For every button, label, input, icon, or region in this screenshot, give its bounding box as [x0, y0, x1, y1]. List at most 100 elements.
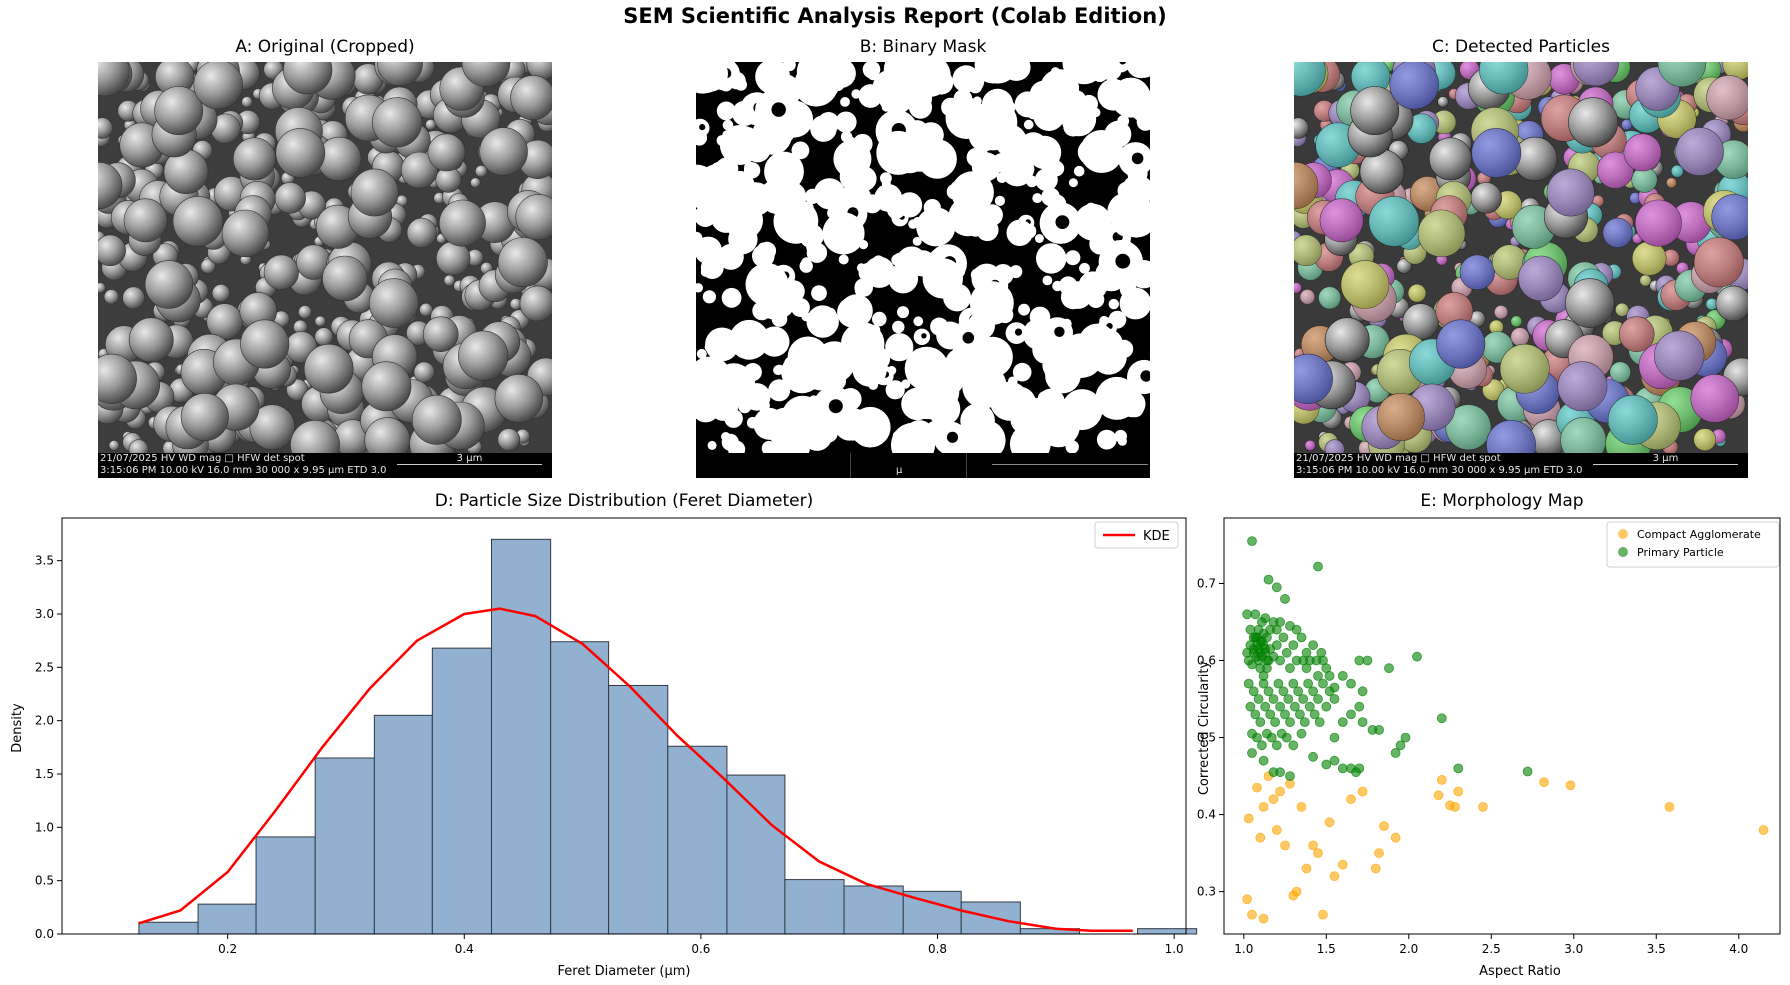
mask-particle [969, 281, 1014, 326]
primary-point [1412, 651, 1422, 662]
mask-particle [1110, 77, 1150, 118]
particle-overlay [1460, 255, 1495, 290]
primary-point [1265, 709, 1276, 720]
particle-base [1396, 258, 1412, 274]
scale-bar-c: 3 µm [1593, 454, 1738, 465]
particle-overlay [1694, 237, 1744, 287]
compact-point [1436, 774, 1447, 785]
particle-overlay [1320, 198, 1364, 242]
particle [436, 241, 471, 276]
mask-particle [1119, 287, 1150, 320]
mask-hole [1119, 62, 1126, 65]
mask-particle [729, 319, 770, 360]
mask-particle [1001, 153, 1034, 187]
particle-overlay [1294, 354, 1333, 404]
primary-legend-marker [1618, 547, 1628, 557]
particle [211, 284, 231, 303]
mask-particle [863, 256, 895, 288]
compact-point [1450, 801, 1460, 812]
particle-overlay [1609, 361, 1631, 383]
particle [411, 394, 462, 445]
particle [510, 75, 552, 121]
mask-particle [811, 285, 827, 301]
primary-point [1285, 717, 1295, 728]
primary-point [1321, 759, 1332, 770]
particle-overlay [1654, 330, 1704, 381]
mask-hole [1140, 370, 1150, 382]
panel-b-image: µ [696, 62, 1150, 478]
particle [368, 278, 419, 328]
mask-particle [724, 200, 763, 240]
sem-info-line-1-c: 21/07/2025 HV WD mag □ HFW det spot [1296, 453, 1501, 464]
mask-particle [1074, 203, 1112, 241]
y-tick-label: 1.0 [35, 820, 54, 834]
primary-point [1303, 678, 1313, 689]
x-tick-label: 4.0 [1729, 942, 1748, 956]
particle [377, 62, 423, 87]
particle-base [1437, 96, 1449, 108]
mask-particle [839, 294, 873, 328]
compact-point [1243, 813, 1254, 824]
mask-particle [1096, 429, 1117, 450]
primary-point [1374, 724, 1385, 735]
hist-title: D: Particle Size Distribution (Feret Dia… [434, 491, 814, 511]
primary-point [1354, 701, 1365, 712]
mask-particle [1023, 119, 1034, 130]
mask-particle [885, 380, 905, 400]
particle [172, 196, 224, 247]
particle [494, 374, 543, 423]
mask-particle [719, 125, 760, 165]
primary-point [1384, 663, 1394, 674]
mask-particle [1080, 130, 1124, 173]
mask-particle [716, 101, 736, 121]
particle-overlay [1369, 196, 1419, 247]
primary-point [1346, 709, 1356, 720]
primary-point [1337, 717, 1348, 728]
primary-point [1253, 694, 1264, 704]
mask-particle [1035, 168, 1058, 192]
mask-particle [922, 258, 963, 299]
particle-overlay [1294, 282, 1302, 293]
compact-point [1301, 863, 1312, 874]
hist-bar [784, 879, 845, 935]
hist-bar [608, 684, 669, 935]
primary-point [1293, 686, 1304, 697]
particle-overlay [1629, 192, 1641, 204]
particle [144, 260, 194, 309]
primary-point [1436, 713, 1447, 724]
mask-particle [707, 440, 717, 450]
primary-point [1301, 663, 1312, 674]
primary-point [1316, 647, 1327, 658]
particle [372, 97, 423, 148]
compact-point [1390, 832, 1401, 843]
particle-overlay [1445, 404, 1491, 450]
mask-particle [752, 244, 775, 268]
particle [422, 316, 459, 353]
compact-point [1252, 782, 1262, 793]
compact-point [1433, 790, 1444, 801]
y-tick-label: 3.5 [35, 554, 54, 568]
particle-overlay [1619, 316, 1655, 352]
primary-point [1245, 701, 1256, 712]
mask-particle [806, 305, 839, 338]
particle-base [1564, 278, 1615, 328]
mask-particle [1099, 62, 1122, 81]
particle [98, 117, 113, 139]
mask-particle [1108, 298, 1119, 310]
scatter-axes-frame [1223, 517, 1781, 935]
hist-bar [550, 641, 610, 935]
mask-hole [699, 124, 706, 131]
particle-base [1470, 182, 1502, 214]
mask-particle [799, 259, 813, 273]
mask-particle [696, 164, 718, 207]
x-tick-label: 0.8 [928, 942, 947, 956]
mask-particle [1114, 429, 1127, 443]
primary-point [1248, 686, 1259, 697]
compact-legend-label: Compact Agglomerate [1637, 528, 1761, 541]
scatter-y-label: Corrected Circularity [1197, 661, 1212, 796]
particle [438, 199, 486, 247]
mask-particle [965, 419, 1006, 461]
particle [98, 282, 106, 294]
compact-point [1308, 840, 1318, 851]
particle-overlay [1592, 195, 1604, 207]
